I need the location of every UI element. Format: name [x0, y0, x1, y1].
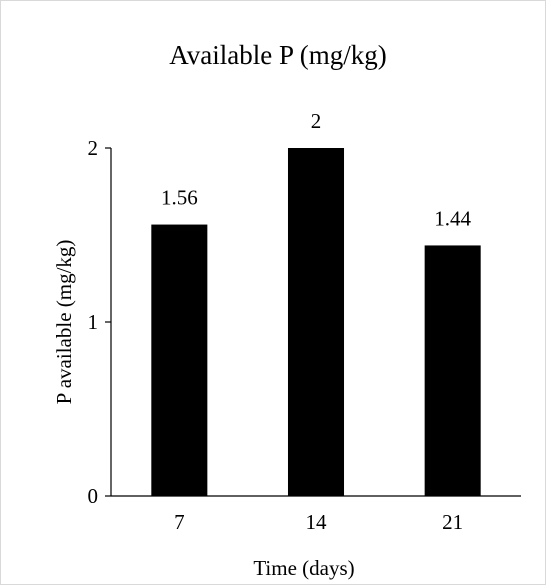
bar-value-label: 1.44 — [434, 206, 471, 230]
bar-21 — [424, 245, 481, 496]
bar-value-label: 1.56 — [161, 186, 198, 210]
bar-14 — [287, 148, 345, 496]
x-axis-label: Time (days) — [253, 556, 354, 580]
bar-value-label: 2 — [311, 109, 322, 133]
y-tick-label: 2 — [88, 136, 99, 160]
bar-7 — [151, 224, 208, 496]
bars — [151, 148, 481, 496]
bar-value-labels: 1.56 2 1.44 — [161, 109, 472, 230]
x-tick-label: 14 — [306, 510, 328, 534]
chart-title: Available P (mg/kg) — [169, 40, 386, 70]
x-ticks: 7 14 21 — [174, 510, 463, 534]
x-tick-label: 7 — [174, 510, 185, 534]
y-tick-label: 0 — [88, 484, 99, 508]
x-tick-label: 21 — [442, 510, 463, 534]
y-ticks: 0 1 2 — [88, 136, 111, 508]
y-tick-label: 1 — [88, 310, 99, 334]
y-axis-label: P available (mg/kg) — [52, 240, 76, 405]
